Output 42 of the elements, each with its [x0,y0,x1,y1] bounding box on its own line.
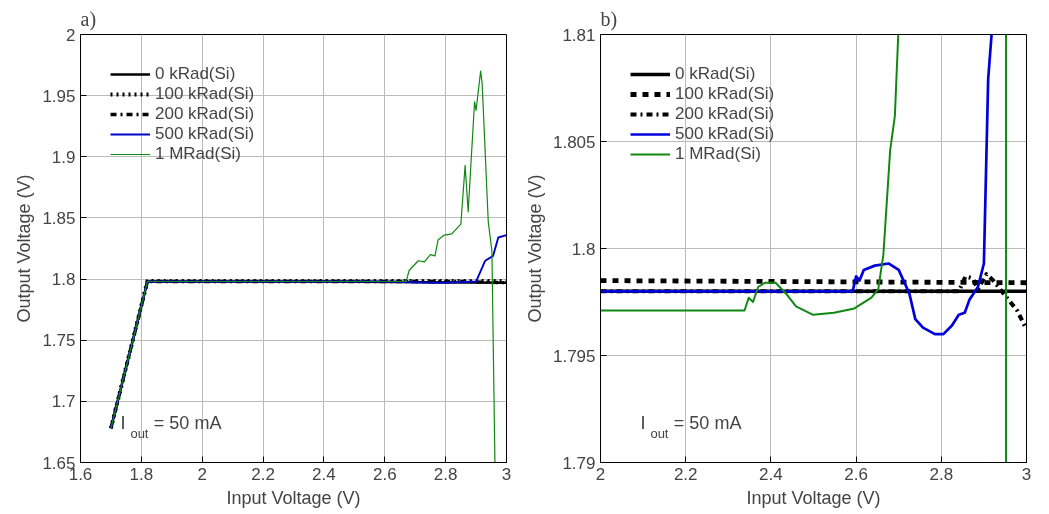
y-tick-label: 1.81 [562,25,596,45]
x-tick-label: 2.6 [372,464,397,484]
y-tick-label: 1.805 [552,132,596,152]
legend-label: 0 kRad(Si) [155,64,236,84]
x-tick-label: 1.8 [129,464,154,484]
y-tick-label: 1.795 [552,346,596,366]
x-tick-label: 2.4 [759,464,783,484]
legend-label: 1 MRad(Si) [675,144,761,164]
annotation: Iout = 50 mA [120,412,222,441]
y-tick-label: 1.85 [42,208,76,228]
x-tick-label: 2.8 [433,464,458,484]
y-tick-label: 1.79 [562,453,596,473]
legend-label: 500 kRad(Si) [155,124,255,144]
x-tick-label: 2.8 [929,464,954,484]
legend-label: 1 MRad(Si) [155,144,241,164]
x-axis-title: Input Voltage (V) [746,487,881,508]
y-tick-label: 1.8 [571,239,596,259]
y-tick-label: 1.8 [51,270,76,290]
chart-title: b) [600,7,618,31]
x-axis-title: Input Voltage (V) [226,487,361,508]
annotation: Iout = 50 mA [640,412,742,441]
x-tick-label: 3 [1021,464,1032,484]
y-tick-label: 1.7 [51,392,76,412]
x-tick-label: 2 [197,464,207,484]
y-tick-label: 1.75 [42,331,76,351]
y-axis-title: Output Voltage (V) [524,174,545,323]
legend-label: 500 kRad(Si) [675,124,775,144]
x-tick-label: 2.6 [844,464,868,484]
legend-label: 100 kRad(Si) [155,84,255,104]
y-tick-label: 2 [66,25,76,45]
y-axis-title: Output Voltage (V) [14,174,35,323]
x-tick-label: 2.4 [312,464,336,484]
legend-label: 200 kRad(Si) [675,104,775,124]
legend-label: 100 kRad(Si) [675,84,775,104]
x-tick-label: 3 [501,464,512,484]
y-tick-label: 1.9 [51,147,76,167]
x-tick-label: 2.2 [673,464,698,484]
legend-label: 200 kRad(Si) [155,104,255,124]
y-tick-label: 1.95 [42,86,76,106]
x-tick-label: 2.2 [251,464,275,484]
chart-title: a) [80,7,97,31]
legend-label: 0 kRad(Si) [675,64,756,84]
